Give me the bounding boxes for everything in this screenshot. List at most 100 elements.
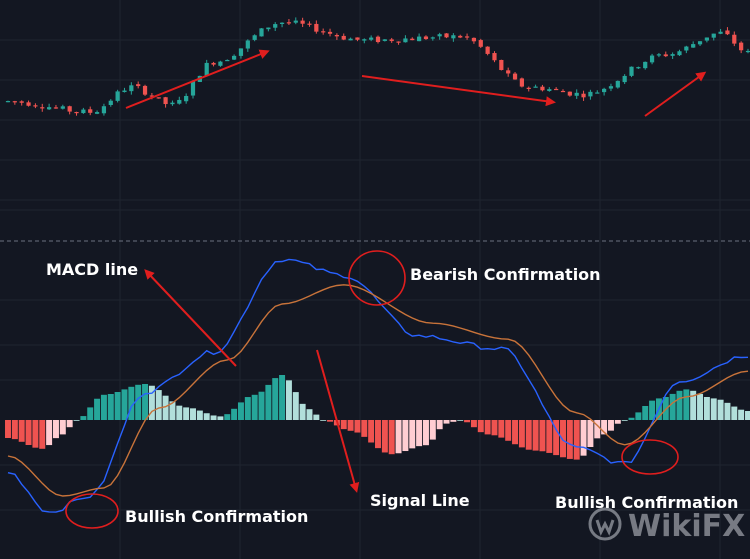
candle-body — [238, 48, 244, 56]
histogram-bar — [265, 384, 272, 420]
candle-body — [334, 34, 339, 37]
histogram-bar — [409, 420, 416, 449]
candle-body — [211, 62, 216, 65]
histogram-bar — [299, 403, 306, 420]
histogram-bar — [546, 420, 553, 453]
histogram-bar — [724, 402, 731, 420]
histogram-bar — [94, 398, 101, 420]
candle-body — [663, 54, 668, 57]
histogram-bar — [190, 408, 196, 420]
candle-body — [348, 38, 353, 41]
candle-body — [12, 101, 17, 103]
histogram-bar — [416, 420, 423, 447]
histogram-bar — [443, 420, 450, 424]
candle-body — [622, 75, 627, 83]
histogram-bar — [224, 414, 231, 420]
histogram-bar — [18, 420, 25, 442]
candle-body — [94, 112, 100, 114]
candle-body — [430, 37, 435, 39]
histogram-bar — [107, 394, 114, 420]
candle-body — [232, 55, 237, 60]
histogram-bar — [402, 420, 409, 452]
histogram-bar — [361, 420, 368, 437]
candle-body — [53, 107, 59, 109]
candle-body — [136, 84, 141, 87]
histogram-bar — [587, 420, 594, 447]
candle-body — [649, 55, 655, 63]
candle-body — [608, 86, 614, 89]
candle-body — [142, 85, 148, 95]
uptrend-arrow-1 — [125, 49, 270, 109]
histogram-bar — [429, 420, 436, 440]
histogram-bar — [710, 398, 717, 420]
histogram-bar — [594, 420, 601, 439]
candle-body — [382, 39, 387, 41]
candle-body — [540, 86, 545, 91]
candle-body — [588, 91, 593, 97]
macd-lines — [7, 258, 749, 513]
histogram-bar — [580, 420, 587, 456]
histogram-bar — [649, 400, 656, 420]
candle-body — [417, 36, 422, 42]
bullish-confirmation-label-left: Bullish Confirmation — [125, 507, 308, 526]
histogram-bar — [217, 416, 224, 420]
candle-body — [74, 111, 79, 114]
candle-body — [526, 87, 531, 89]
candle-body — [718, 31, 723, 34]
histogram-bar — [560, 420, 566, 458]
candle-body — [506, 70, 511, 74]
candle-body — [149, 95, 154, 97]
candle-body — [341, 35, 346, 40]
histogram-bar — [621, 420, 628, 421]
candle-body — [184, 95, 189, 102]
candle-body — [327, 31, 333, 34]
candle-body — [581, 93, 586, 98]
histogram-bar — [628, 417, 635, 420]
candle-body — [423, 36, 429, 40]
candle-body — [595, 92, 600, 94]
histogram-bar — [354, 420, 361, 433]
histogram-bar — [210, 415, 217, 420]
candle-body — [471, 37, 477, 42]
histogram-bar — [169, 401, 176, 420]
histogram-bar — [464, 420, 471, 423]
histogram-bar — [114, 392, 121, 420]
histogram-bar — [306, 409, 313, 420]
histogram-bar — [258, 391, 265, 420]
histogram-bar — [292, 392, 299, 420]
histogram-bar — [39, 420, 46, 449]
histogram-bar — [738, 409, 745, 420]
histogram-bar — [381, 420, 388, 453]
histogram-bar — [73, 420, 80, 421]
price-candles — [5, 17, 750, 116]
candle-body — [499, 59, 504, 70]
signal-line-arrow — [316, 349, 360, 493]
histogram-bar — [25, 420, 32, 445]
histogram-bar — [505, 420, 512, 441]
candle-body — [60, 106, 65, 109]
candle-body — [512, 73, 518, 80]
bullish-confirmation-label-right: Bullish Confirmation — [555, 493, 738, 512]
candle-body — [362, 39, 367, 41]
histogram-bar — [32, 420, 39, 448]
macd-line — [7, 258, 749, 513]
candle-body — [190, 81, 196, 96]
histogram-bar — [59, 420, 66, 435]
histogram-bar — [436, 420, 443, 430]
candle-body — [485, 46, 490, 54]
candle-body — [177, 99, 182, 104]
histogram-bar — [690, 390, 697, 420]
histogram-bar — [244, 397, 251, 420]
candle-body — [307, 23, 312, 25]
wikifx-logo-icon — [588, 507, 622, 541]
histogram-bar — [683, 389, 690, 420]
candle-body — [389, 39, 394, 42]
candle-body — [101, 106, 107, 114]
candle-body — [67, 106, 72, 112]
histogram-bar — [285, 380, 292, 420]
histogram-bar — [745, 411, 750, 420]
watermark: WikiFX — [588, 507, 745, 544]
histogram-bar — [614, 420, 621, 424]
candle-body — [492, 53, 497, 61]
